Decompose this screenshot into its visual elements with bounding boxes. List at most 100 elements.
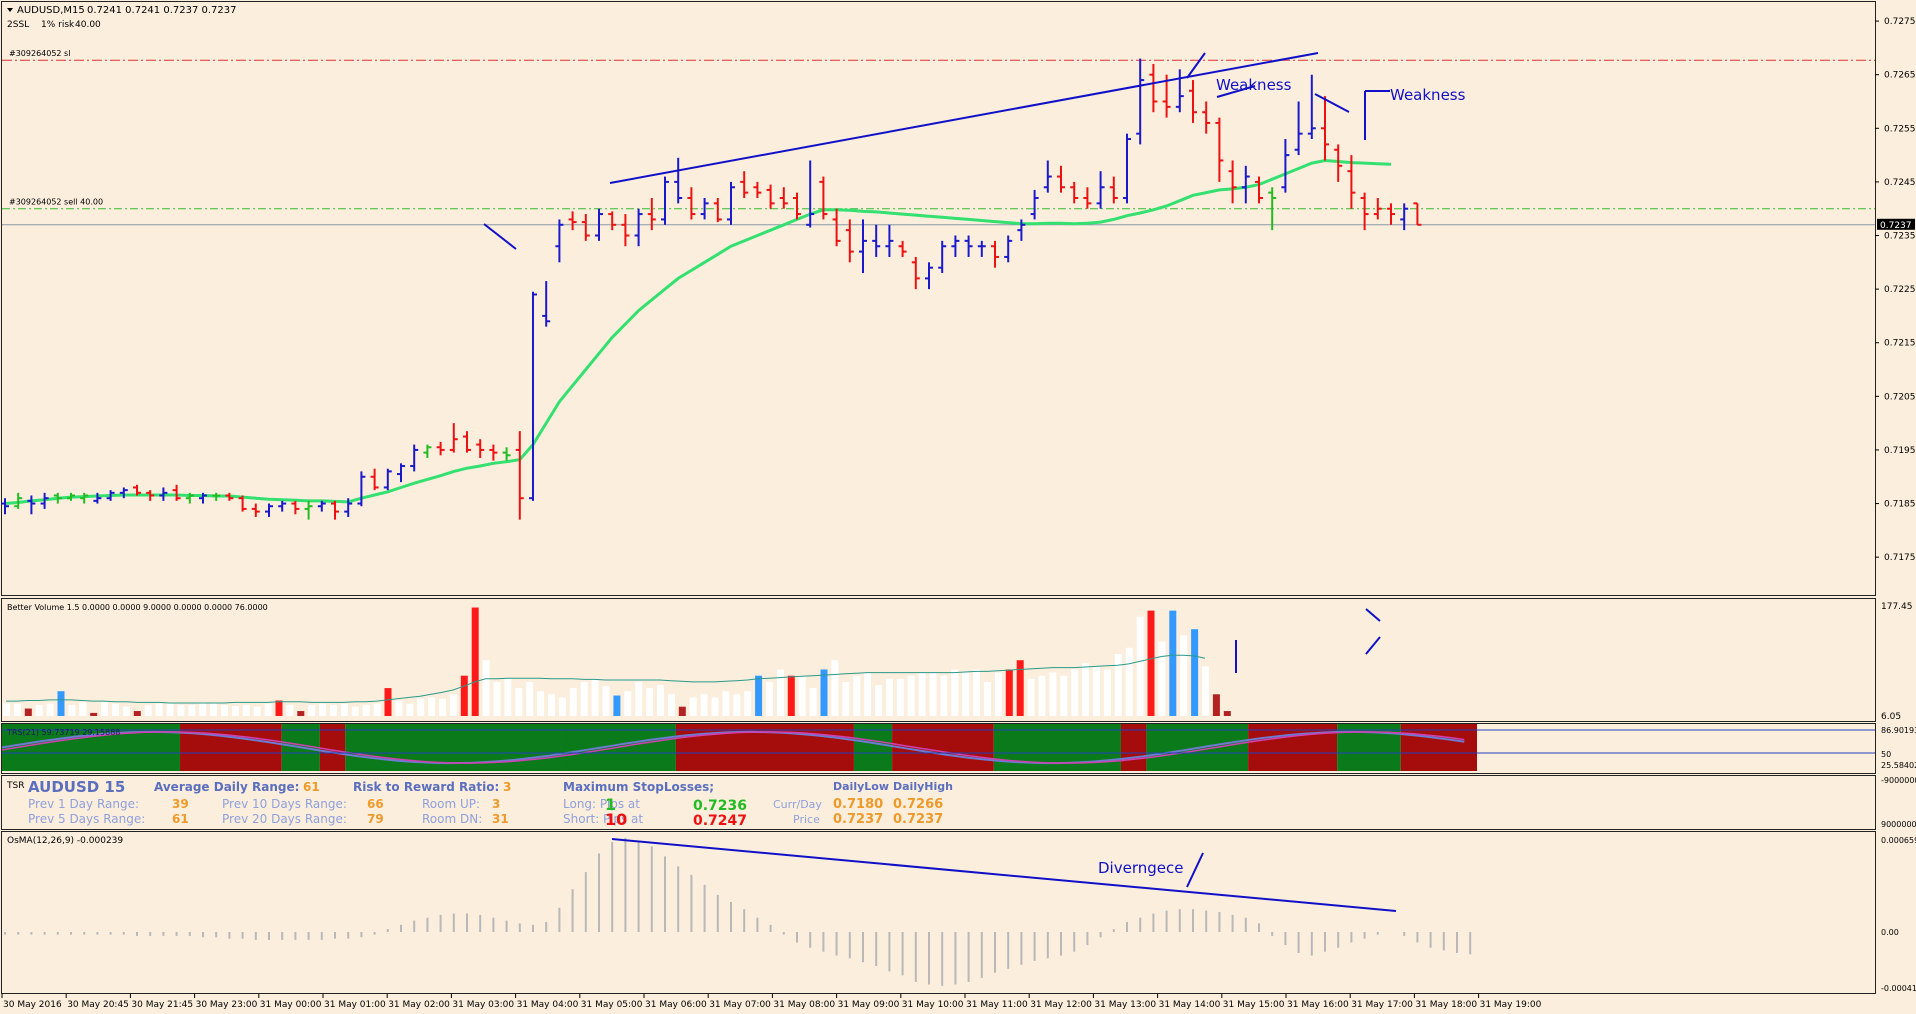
price-bar [898, 240, 907, 257]
prev5-value: 61 [172, 812, 189, 826]
price-bar [925, 262, 933, 290]
rising-trendline[interactable] [609, 52, 1319, 184]
price-bar [423, 444, 432, 458]
price-bar [172, 484, 181, 501]
order-lines[interactable]: #309264052 sl #309264052 sell 40.00 [2, 49, 1875, 226]
volume-bar [1082, 663, 1090, 716]
volume-bar [1223, 711, 1231, 716]
volume-bar [962, 672, 970, 716]
price-bar [1004, 235, 1013, 263]
time-tick-label: 31 May 13:00 [1094, 1000, 1156, 1010]
roomdn-label: Room DN: [422, 812, 482, 826]
volume-bar [755, 675, 763, 716]
volume-annotations[interactable] [1235, 608, 1381, 673]
time-tick-label: 31 May 04:00 [517, 1000, 579, 1010]
volume-bar [1169, 610, 1177, 716]
roomup-label: Room UP: [422, 797, 480, 811]
volume-peak-marker-b[interactable] [1365, 636, 1381, 655]
volume-bar [101, 702, 109, 716]
trs-region [853, 724, 893, 771]
price-bar [1413, 202, 1422, 226]
short-label: Short: Pips at [563, 812, 643, 826]
volume-bar [722, 691, 730, 716]
price-tick-label: 0.7215 [1884, 339, 1916, 349]
price-low: 0.7237 [833, 812, 883, 827]
volume-bar [1005, 669, 1013, 716]
volume-bar [297, 711, 305, 716]
price-bar [331, 500, 339, 520]
price-tick-label: 0.7235 [1884, 232, 1916, 242]
divergence-label: Diverngece [1098, 859, 1183, 877]
trs-region [180, 724, 282, 771]
volume-bar [253, 706, 261, 716]
prev1-value: 39 [172, 797, 189, 811]
price-bar [1149, 63, 1158, 113]
price-bar [806, 160, 815, 228]
price-tick-label: 0.7225 [1884, 285, 1916, 295]
price-high: 0.7237 [893, 812, 943, 827]
tsr-tag: TSR [6, 781, 24, 791]
volume-bar [1114, 654, 1122, 716]
volume-bar [820, 669, 828, 716]
price-bar [1281, 139, 1290, 193]
volume-bar [526, 681, 534, 716]
time-tick-label: 31 May 17:00 [1351, 1000, 1413, 1010]
price-bar [133, 484, 141, 496]
prev10-label: Prev 10 Days Range: [222, 797, 347, 811]
volume-bar [231, 706, 239, 716]
volume-bar [188, 704, 196, 716]
price-bar [885, 224, 894, 257]
osma-histogram [4, 837, 1472, 986]
price-bar [608, 211, 617, 231]
weakness-2-pointer[interactable] [1314, 93, 1350, 113]
time-tick-label: 31 May 16:00 [1287, 1000, 1349, 1010]
current-price-tag-text: 0.7237 [1880, 221, 1912, 231]
price-bar [1109, 176, 1118, 204]
prev20-value: 79 [367, 812, 384, 826]
price-bar [317, 500, 326, 512]
price-bar [1334, 144, 1343, 182]
volume-bar [112, 703, 119, 716]
dropdown-triangle-icon[interactable] [7, 8, 13, 12]
price-bar [476, 439, 485, 458]
volume-bar [1212, 694, 1220, 716]
volume-bar [35, 704, 43, 716]
volume-bar [133, 711, 141, 716]
volume-bar [177, 704, 185, 716]
price-bar [1123, 133, 1131, 204]
weakness-1-pointer[interactable] [1216, 85, 1256, 98]
volume-bar [569, 688, 577, 716]
volume-peak-marker-a[interactable] [1365, 608, 1381, 622]
trend-annotations[interactable] [483, 52, 1390, 250]
volume-bar [210, 703, 218, 716]
time-tick-label: 31 May 00:00 [260, 1000, 322, 1010]
tick-line-top[interactable] [1186, 52, 1206, 79]
volume-bar [798, 675, 806, 716]
price-bar [1241, 165, 1250, 204]
price-bar [1, 498, 9, 515]
time-tick-label: 31 May 12:00 [1030, 1000, 1092, 1010]
volume-bar [449, 694, 457, 716]
prev10-value: 66 [367, 797, 384, 811]
volume-bar [591, 678, 599, 716]
volume-bar [482, 660, 490, 716]
price-bar [845, 219, 854, 263]
volume-bar [340, 703, 348, 716]
price-bar [1070, 181, 1079, 204]
divergence-line[interactable] [611, 838, 1397, 912]
price-bar [700, 197, 709, 220]
divergence-pointer[interactable] [1186, 852, 1204, 888]
volume-bar [580, 681, 588, 716]
ohlc-readout: 0.7241 0.7241 0.7237 0.7237 [87, 5, 237, 16]
price-bar [344, 498, 353, 517]
volume-bar [3, 703, 10, 716]
price-bar [1307, 74, 1316, 140]
price-bar [40, 492, 49, 509]
time-tick-label: 31 May 08:00 [773, 1000, 835, 1010]
price-bar [793, 192, 801, 220]
slant-line-left[interactable] [483, 223, 517, 250]
prev20-label: Prev 20 Days Range: [222, 812, 347, 826]
volume-bars [3, 607, 1231, 716]
daily-low-header: DailyLow [833, 780, 889, 793]
